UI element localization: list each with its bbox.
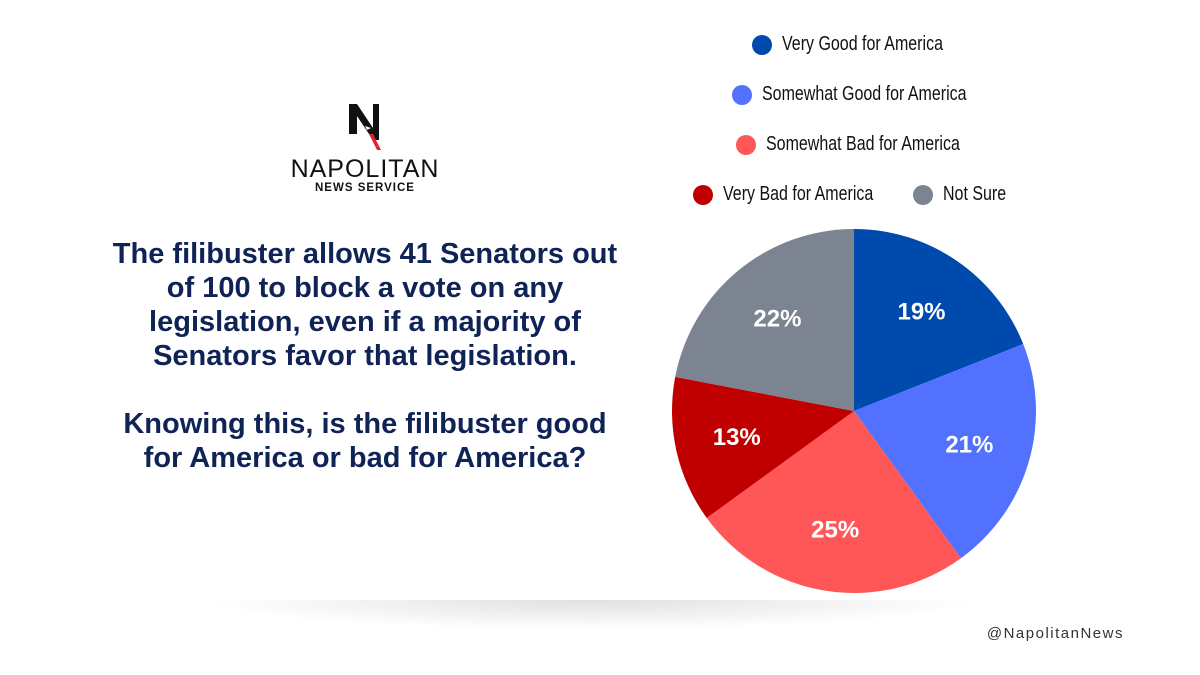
legend-item-very-good: Very Good for America bbox=[752, 33, 983, 56]
poll-question: The filibuster allows 41 Senators out of… bbox=[110, 237, 620, 509]
legend-label: Somewhat Good for America bbox=[762, 83, 967, 105]
logo-subtitle: NEWS SERVICE bbox=[315, 182, 415, 194]
legend-item-not-sure: Not Sure bbox=[913, 183, 1022, 206]
question-prompt: Knowing this, is the filibuster good for… bbox=[123, 408, 607, 474]
pie-slice-very-good bbox=[854, 229, 1024, 411]
pie-slice-somewhat-bad bbox=[706, 411, 961, 594]
legend-swatch bbox=[693, 184, 713, 205]
n-eagle-icon bbox=[349, 104, 381, 150]
napolitan-logo: NAPOLITAN NEWS SERVICE bbox=[280, 100, 450, 194]
legend-item-somewhat-bad: Somewhat Bad for America bbox=[736, 133, 1008, 156]
pie-slice-very-bad bbox=[672, 376, 854, 518]
legend-label: Somewhat Bad for America bbox=[766, 133, 960, 155]
legend-swatch bbox=[913, 184, 933, 205]
legend-item-very-bad: Very Bad for America bbox=[693, 183, 911, 206]
logo-name: NAPOLITAN bbox=[290, 155, 440, 183]
legend-label: Not Sure bbox=[943, 183, 1007, 205]
legend-swatch bbox=[752, 34, 772, 55]
data-label-very-bad: 13% bbox=[713, 424, 761, 451]
legend-swatch bbox=[732, 84, 752, 105]
question-context: The filibuster allows 41 Senators out of… bbox=[112, 238, 618, 372]
legend-label: Very Bad for America bbox=[723, 183, 874, 205]
card-shadow bbox=[200, 600, 980, 630]
social-handle: @NapolitanNews bbox=[986, 625, 1124, 642]
data-label-somewhat-bad: 25% bbox=[811, 517, 859, 544]
pie-slice-somewhat-good bbox=[854, 344, 1036, 559]
legend-item-somewhat-good: Somewhat Good for America bbox=[732, 83, 1018, 106]
legend-label: Very Good for America bbox=[782, 33, 943, 55]
data-label-not-sure: 22% bbox=[753, 305, 801, 332]
pie-slice-not-sure bbox=[675, 229, 854, 411]
data-label-somewhat-good: 21% bbox=[945, 432, 993, 459]
legend-swatch bbox=[736, 134, 756, 155]
data-label-very-good: 19% bbox=[897, 299, 945, 326]
